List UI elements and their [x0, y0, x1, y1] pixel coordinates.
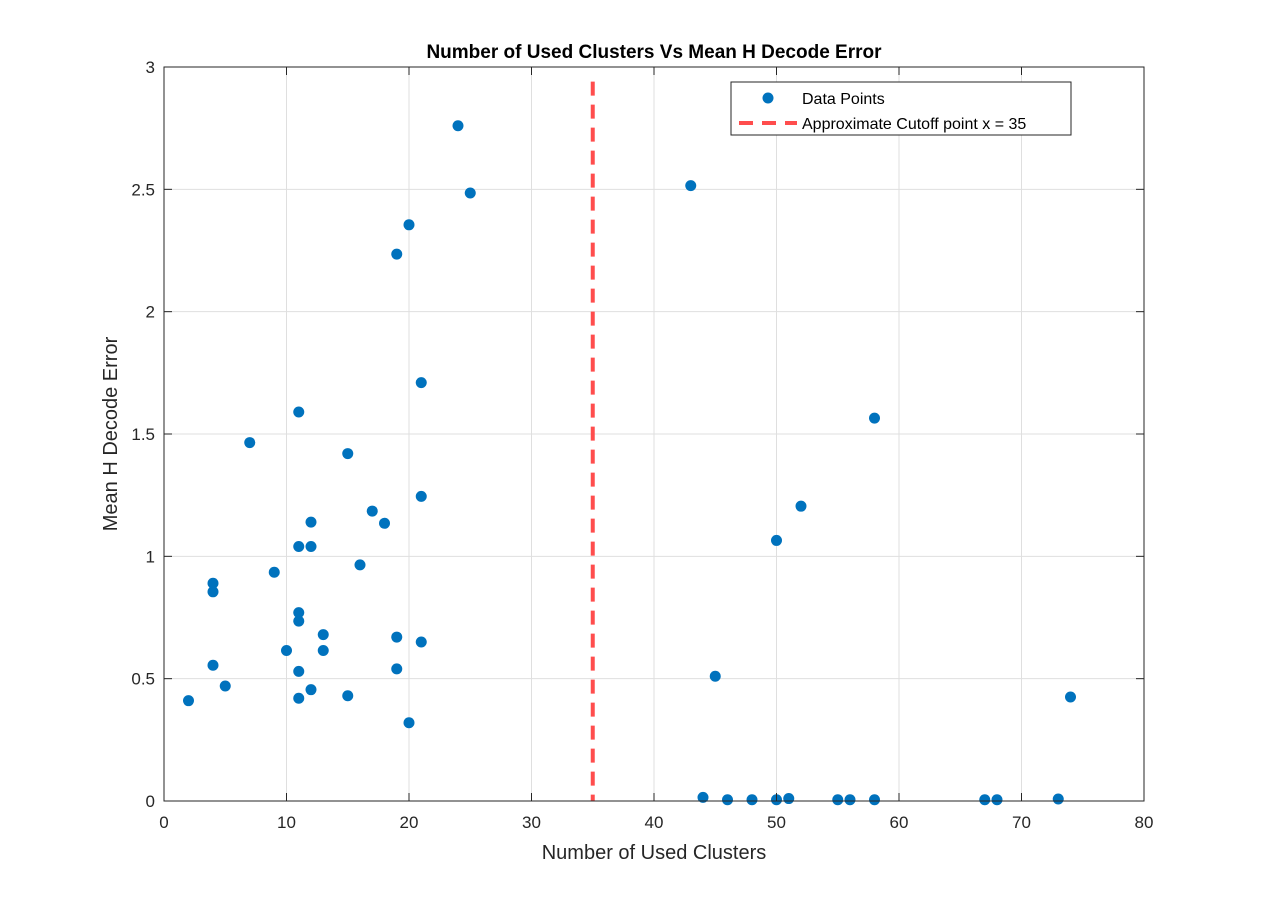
y-axis-label: Mean H Decode Error: [100, 336, 122, 531]
data-point: [415, 636, 427, 648]
data-point: [268, 566, 280, 578]
data-point: [342, 448, 354, 460]
data-point: [415, 490, 427, 502]
grid-lines: [163, 66, 1145, 802]
y-tick-label: 0.5: [131, 670, 155, 689]
y-tick-label: 1: [146, 547, 155, 566]
data-point: [685, 180, 697, 192]
data-point: [207, 586, 219, 598]
legend: Data Points Approximate Cutoff point x = …: [730, 81, 1072, 136]
x-tick-label: 60: [890, 813, 909, 832]
y-tick-label: 3: [146, 58, 155, 77]
y-ticks: 0 0.5 1 1.5 2 2.5 3: [131, 58, 1144, 811]
legend-label-data-points: Data Points: [802, 91, 885, 108]
y-tick-label: 1.5: [131, 425, 155, 444]
data-points-layer: [183, 120, 1076, 806]
x-tick-label: 10: [277, 813, 296, 832]
data-point: [244, 437, 256, 449]
data-point: [183, 695, 194, 707]
data-point: [1065, 691, 1076, 703]
data-point: [464, 187, 476, 199]
x-tick-label: 50: [767, 813, 786, 832]
data-point: [293, 615, 305, 627]
data-point: [391, 663, 403, 675]
x-tick-label: 70: [1012, 813, 1031, 832]
data-point: [697, 791, 709, 803]
data-point: [1052, 793, 1064, 805]
data-point: [293, 541, 305, 553]
data-point: [305, 516, 317, 528]
data-point: [293, 406, 305, 418]
data-point: [991, 794, 1003, 806]
data-point: [771, 534, 782, 546]
data-point: [452, 120, 464, 132]
data-point: [869, 412, 880, 424]
data-point: [379, 517, 390, 529]
data-point: [342, 690, 354, 702]
data-point: [281, 645, 292, 657]
x-tick-label: 0: [159, 813, 168, 832]
data-point: [391, 631, 403, 643]
data-point: [293, 692, 305, 704]
chart-title: Number of Used Clusters Vs Mean H Decode…: [426, 42, 882, 63]
data-point: [305, 684, 317, 696]
data-point: [391, 248, 403, 260]
y-tick-label: 2.5: [131, 180, 155, 199]
data-point: [293, 665, 305, 677]
legend-marker-data-points: [762, 92, 774, 104]
data-point: [317, 645, 329, 657]
legend-label-cutoff: Approximate Cutoff point x = 35: [802, 116, 1026, 133]
x-tick-label: 30: [522, 813, 541, 832]
data-point: [403, 219, 415, 231]
data-point: [293, 607, 305, 619]
data-point: [844, 794, 856, 806]
x-tick-label: 20: [400, 813, 419, 832]
data-point: [415, 377, 427, 389]
x-axis-label: Number of Used Clusters: [542, 842, 767, 864]
y-tick-label: 2: [146, 303, 155, 322]
data-point: [783, 793, 795, 805]
y-tick-label: 0: [146, 792, 155, 811]
data-point: [354, 559, 366, 571]
data-point: [207, 659, 219, 671]
x-tick-label: 40: [645, 813, 664, 832]
data-point: [746, 794, 758, 806]
x-ticks: 0 10 20 30 40 50 60 70 80: [159, 67, 1153, 832]
data-point: [795, 500, 807, 512]
data-point: [832, 794, 844, 806]
data-point: [305, 541, 317, 553]
legend-box: [730, 81, 1072, 136]
data-point: [709, 670, 721, 682]
data-point: [722, 794, 733, 806]
data-point: [979, 794, 991, 806]
data-point: [869, 794, 880, 806]
data-point: [403, 717, 415, 729]
x-tick-label: 80: [1135, 813, 1154, 832]
data-point: [219, 680, 231, 692]
data-point: [317, 629, 329, 641]
data-point: [207, 577, 219, 589]
data-point: [366, 505, 378, 517]
